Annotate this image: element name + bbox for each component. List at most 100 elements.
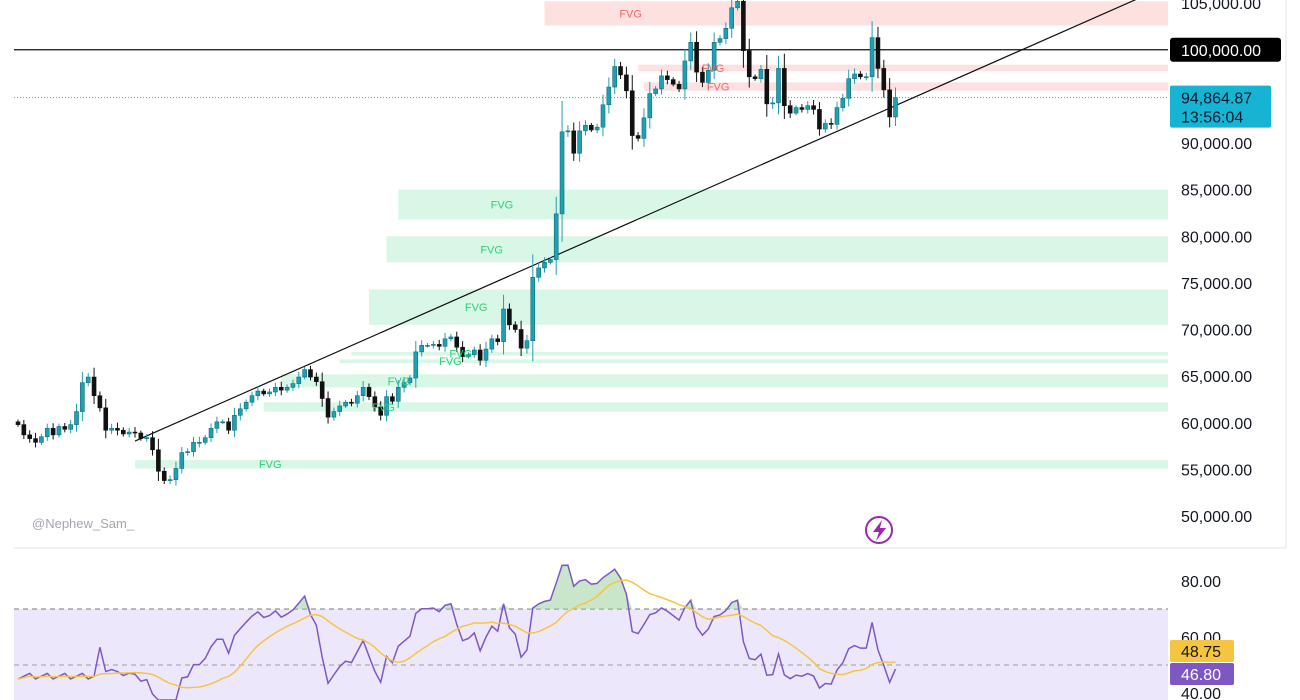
bearish-candle-body	[477, 349, 483, 361]
bullish-candle-body	[770, 102, 775, 105]
candle	[167, 475, 173, 485]
bearish-candle-body	[887, 89, 892, 118]
candle	[232, 407, 237, 437]
candle	[805, 101, 811, 114]
bullish-candle-body	[39, 436, 44, 443]
candle	[741, 0, 746, 68]
lightning-icon[interactable]	[865, 516, 893, 544]
rsi-pane	[14, 564, 1168, 700]
price-axis[interactable]: 105,000.00 90,000.00 85,000.00 80,000.00 75,…	[1170, 0, 1281, 526]
bearish-candle-body	[436, 344, 442, 347]
candle	[144, 434, 149, 442]
trendline[interactable]	[134, 0, 1175, 442]
bearish-candle-body	[121, 429, 126, 435]
candle	[758, 64, 764, 83]
bullish-candle-body	[846, 78, 852, 99]
candle	[290, 379, 296, 391]
candle	[103, 398, 109, 439]
candle	[682, 48, 688, 100]
bullish-candle-body	[425, 345, 430, 347]
bearish-candle-body	[676, 83, 682, 90]
candle	[308, 365, 313, 381]
countdown-text: 13:56:04	[1181, 110, 1243, 127]
candle	[612, 58, 618, 95]
candle	[647, 81, 653, 129]
rsi-tick-label: 40.00	[1181, 686, 1221, 700]
bullish-candle-body	[214, 421, 220, 429]
bearish-candle-body	[752, 76, 758, 79]
candle	[325, 391, 331, 424]
bullish-candle-body	[793, 107, 799, 114]
candle	[659, 69, 664, 95]
candle	[138, 430, 144, 441]
bullish-candle-body	[337, 405, 343, 412]
bullish-candle-body	[711, 41, 717, 71]
candle	[21, 419, 27, 440]
candle	[869, 21, 875, 92]
candle	[717, 35, 723, 46]
bearish-candle-body	[670, 79, 676, 85]
bullish-candle-body	[68, 424, 73, 430]
bearish-candle-body	[115, 428, 120, 431]
candle	[471, 346, 477, 358]
bullish-fvg-zone	[339, 359, 1168, 364]
candle	[553, 196, 559, 275]
candle	[214, 416, 220, 433]
rsi-value-badge[interactable]	[1170, 663, 1234, 685]
rsi-ma-badge[interactable]	[1170, 640, 1234, 662]
candle	[255, 385, 261, 401]
candle	[80, 371, 85, 422]
bearish-candle-body	[588, 124, 594, 131]
bullish-candle-body	[384, 396, 389, 416]
bearish-candle-body	[319, 381, 325, 399]
bullish-candle-body	[466, 354, 471, 357]
bullish-candle-body	[197, 442, 202, 444]
candle	[126, 428, 132, 438]
candle	[875, 26, 881, 79]
bearish-candle-body	[161, 470, 167, 481]
bearish-candle-body	[97, 395, 103, 409]
bullish-fvg-zone	[263, 402, 1168, 412]
candle	[419, 340, 424, 357]
candle	[507, 303, 512, 330]
price-level-badge[interactable]	[1170, 37, 1281, 62]
bullish-candle-body	[729, 7, 735, 29]
last-price-badge[interactable]	[1170, 85, 1271, 128]
candle	[729, 0, 735, 38]
bearish-candle-body	[15, 421, 21, 425]
candle	[466, 352, 471, 359]
candle	[782, 53, 787, 119]
bearish-candle-body	[875, 37, 881, 69]
bullish-candle-body	[583, 124, 588, 132]
bullish-candle-body	[834, 107, 840, 125]
candle	[863, 72, 869, 81]
bullish-fvg-label: FVG	[465, 302, 488, 314]
bearish-candle-body	[460, 346, 465, 357]
candle	[349, 398, 354, 407]
bullish-candle-body	[255, 390, 261, 397]
bearish-candle-body	[782, 68, 787, 107]
bearish-candle-body	[349, 401, 354, 404]
bullish-candle-body	[600, 104, 606, 128]
bearish-candle-body	[62, 426, 68, 430]
bullish-candle-body	[407, 377, 413, 383]
candle	[600, 94, 606, 137]
candle	[548, 257, 553, 265]
bearish-candle-body	[665, 75, 670, 80]
candle	[793, 105, 799, 116]
candle	[431, 340, 436, 349]
candle	[360, 381, 366, 402]
candle	[635, 132, 641, 142]
candle	[752, 74, 758, 81]
candle	[115, 422, 120, 436]
bearish-fvg-zone	[638, 64, 1168, 72]
price-tick-label: 70,000.00	[1181, 323, 1252, 340]
bullish-candle-body	[565, 130, 571, 133]
bullish-candle-body	[489, 338, 495, 350]
bullish-candle-body	[109, 428, 114, 431]
candle	[518, 320, 524, 357]
candle	[273, 382, 278, 397]
candle	[202, 434, 208, 445]
